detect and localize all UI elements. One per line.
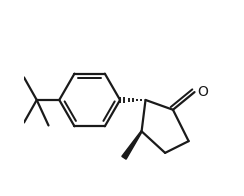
Text: O: O — [197, 85, 208, 99]
Polygon shape — [122, 131, 142, 159]
